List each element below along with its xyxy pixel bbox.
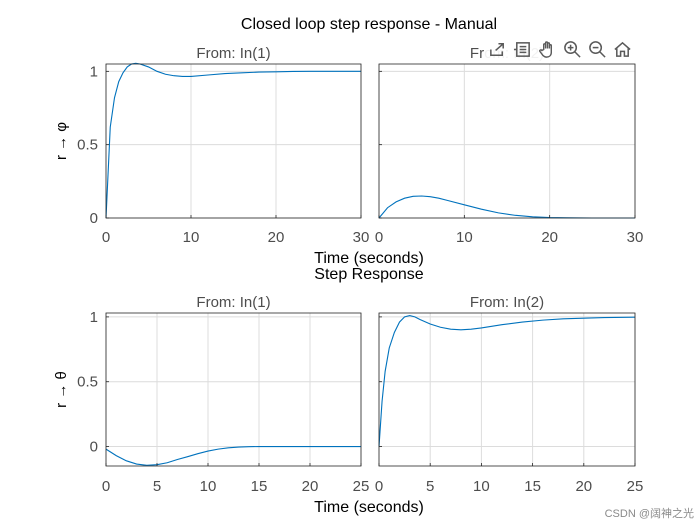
x-tick-label: 20	[575, 478, 592, 495]
plot-area	[379, 64, 635, 218]
zoom-in-icon[interactable]	[561, 38, 583, 60]
x-tick-label: 20	[302, 478, 319, 495]
y-tick-label: 0.5	[77, 137, 98, 154]
x-tick-label: 10	[200, 478, 217, 495]
column-title: From: In(1)	[196, 294, 270, 311]
x-tick-label: 20	[268, 229, 285, 246]
axes-box	[105, 63, 362, 219]
axes-box	[378, 63, 636, 219]
export-icon[interactable]	[486, 38, 508, 60]
x-axis-label: Time (seconds)	[314, 499, 424, 516]
x-tick-label: 0	[102, 478, 110, 495]
home-icon[interactable]	[611, 38, 633, 60]
x-tick-label: 25	[353, 478, 370, 495]
column-title: From: In(1)	[196, 45, 270, 62]
x-tick-label: 25	[627, 478, 644, 495]
y-tick-label: 1	[90, 309, 98, 326]
x-tick-label: 5	[426, 478, 434, 495]
x-tick-label: 10	[473, 478, 490, 495]
y-tick-label: 0	[90, 439, 98, 456]
y-tick-label: 0	[90, 210, 98, 227]
series-line	[378, 315, 636, 447]
y-tick-label: 0.5	[77, 374, 98, 391]
x-tick-label: 0	[375, 478, 383, 495]
plot-area	[106, 64, 361, 218]
y-tick-label: 1	[90, 63, 98, 80]
series-line	[105, 445, 361, 466]
figure-title: Closed loop step response - Manual	[241, 16, 497, 33]
column-title: From: In(2)	[470, 294, 544, 311]
data-tips-icon[interactable]	[511, 38, 533, 60]
axes-toolbar	[484, 38, 635, 62]
subplot-r2-c1: 0 5 10 15 20 25 0 0.5 1 From: In(1)	[77, 294, 369, 495]
subplot-r1-c2: 0102030From: In(2)	[375, 45, 644, 246]
x-tick-label: 30	[627, 229, 644, 246]
x-tick-label: 0	[102, 229, 110, 246]
x-tick-label: 5	[153, 478, 161, 495]
x-tick-label: 30	[353, 229, 370, 246]
x-tick-label: 10	[183, 229, 200, 246]
axes-box	[105, 312, 362, 467]
x-tick-label: 10	[456, 229, 473, 246]
step-response-title: Step Response	[314, 266, 424, 283]
x-tick-label: 20	[541, 229, 558, 246]
plot-area	[106, 313, 361, 466]
plot-area	[379, 313, 635, 466]
y-axis-label: r → φ	[53, 122, 70, 160]
y-axis-label: r → θ	[53, 371, 70, 408]
axes-box	[378, 312, 636, 467]
x-tick-label: 15	[524, 478, 541, 495]
x-tick-label: 0	[375, 229, 383, 246]
pan-icon[interactable]	[536, 38, 558, 60]
zoom-out-icon[interactable]	[586, 38, 608, 60]
x-tick-label: 15	[251, 478, 268, 495]
subplot-r1-c1: 0 10 20 30 0 0.5 1 From: In(1)	[77, 45, 369, 246]
watermark: CSDN @阔神之光	[604, 508, 694, 520]
subplot-r2-c2: 0 5 10 15 20 25 From: In(2)	[375, 294, 644, 495]
x-axis-label: Time (seconds)	[314, 250, 424, 267]
series-line	[105, 62, 361, 219]
